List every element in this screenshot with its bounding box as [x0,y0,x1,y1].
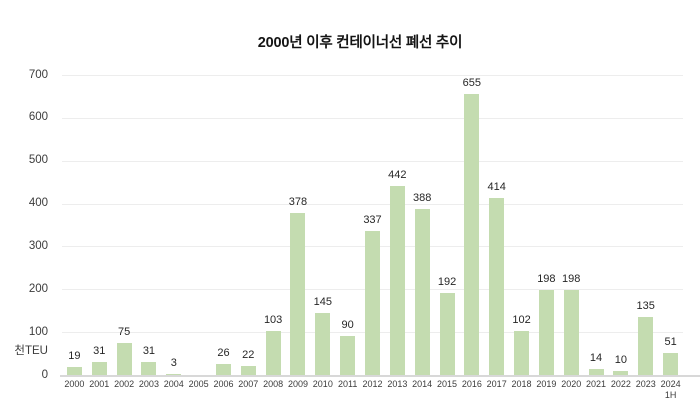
bar-2024-1H [663,353,679,375]
bar-2000 [66,366,82,375]
x-tick-label-2019: 2019 [536,379,557,389]
y-tick-label-500: 500 [28,154,48,167]
value-label-2009: 378 [288,196,308,208]
bar-2003 [141,361,157,375]
bar-2013 [389,185,405,375]
gridline-400 [62,203,683,205]
bar-2016 [464,94,480,375]
bar-2004 [166,373,182,375]
bar-2011 [340,336,356,375]
y-tick-label-600: 600 [28,111,48,124]
value-label-2004: 3 [170,356,177,369]
x-tick-label-2015: 2015 [437,379,458,389]
value-label-2010: 145 [313,295,332,308]
x-tick-label-2018: 2018 [511,379,532,389]
x-tick-label-2009: 2009 [287,379,308,389]
y-tick-label-100: 100 [28,325,48,338]
value-label-2016: 655 [462,77,482,90]
x-tick-label-2002: 2002 [114,379,135,389]
x-tick-label-2006: 2006 [213,379,234,389]
x-tick-label-2016: 2016 [461,379,482,389]
gridline-700 [62,75,683,76]
bar-2006 [215,363,231,375]
x-tick-label-2022: 2022 [610,379,631,389]
value-label-2024-1H: 51 [664,336,677,349]
x-tick-label-2024-1H: 2024 1H [660,379,681,400]
bar-2014 [414,208,430,375]
x-tick-label-2001: 2001 [89,379,110,389]
chart-title: 2000년 이후 컨테이너선 폐선 추이 [257,35,463,51]
gridline-600 [62,117,683,119]
value-label-2015: 192 [437,275,457,288]
x-tick-label-2017: 2017 [486,379,507,389]
x-tick-label-2012: 2012 [362,379,383,389]
value-label-2021: 14 [589,352,603,364]
value-label-2023: 135 [636,300,655,313]
x-tick-label-2021: 2021 [586,379,607,389]
x-tick-label-2013: 2013 [387,379,408,389]
x-tick-label-2003: 2003 [138,379,159,389]
value-label-2012: 337 [363,213,382,226]
bar-2019 [538,290,554,375]
y-tick-label-0: 0 [41,368,48,381]
x-tick-label-2014: 2014 [412,379,433,389]
gridline-500 [62,160,683,162]
bar-2010 [315,312,331,375]
x-tick-label-2004: 2004 [163,379,184,389]
bar-2022 [613,370,629,375]
plot-area: 0 100 200 300 400 500 600 700 천TEU 19 31 75 31 3 26 2… [14,69,700,400]
bar-2015 [439,292,455,375]
value-label-2007: 22 [242,348,255,361]
value-label-2011: 90 [341,319,354,332]
bar-2017 [489,197,505,375]
x-tick-label-2010: 2010 [312,379,333,389]
x-axis-line [60,375,700,377]
value-label-2006: 26 [217,346,230,359]
y-axis-unit-label: 천TEU [14,345,48,357]
value-label-2000: 19 [68,349,81,362]
x-tick-label-2011: 2011 [337,379,358,389]
bar-2007 [240,365,256,375]
value-label-2002: 75 [117,325,131,338]
value-label-2008: 103 [263,313,283,326]
value-label-2014: 388 [412,191,432,204]
value-label-2013: 442 [388,168,407,181]
x-tick-label-2005: 2005 [188,379,209,389]
value-label-2017: 414 [487,180,506,193]
bar-2023 [638,317,654,375]
value-label-2001: 31 [93,344,106,357]
value-label-2018: 102 [512,314,531,327]
bar-2012 [365,230,380,375]
value-label-2019: 198 [537,273,556,286]
bar-2009 [290,213,306,375]
x-tick-label-2008: 2008 [263,379,284,389]
bar-2018 [514,331,530,375]
x-tick-label-2020: 2020 [561,379,582,389]
x-tick-label-2000: 2000 [64,379,85,389]
bar-2002 [116,342,132,375]
value-label-2022: 10 [614,353,628,366]
y-tick-label-400: 400 [28,197,48,210]
value-label-2003: 31 [142,344,156,357]
x-tick-label-2023: 2023 [635,379,656,389]
bar-2001 [91,361,107,375]
value-label-2020: 198 [562,273,581,286]
x-tick-label-2007: 2007 [238,379,259,389]
y-tick-label-300: 300 [28,239,48,252]
bar-2008 [265,330,281,375]
bar-2021 [588,369,604,375]
bar-2020 [563,290,579,375]
y-tick-label-700: 700 [28,68,48,81]
y-tick-label-200: 200 [28,282,48,295]
